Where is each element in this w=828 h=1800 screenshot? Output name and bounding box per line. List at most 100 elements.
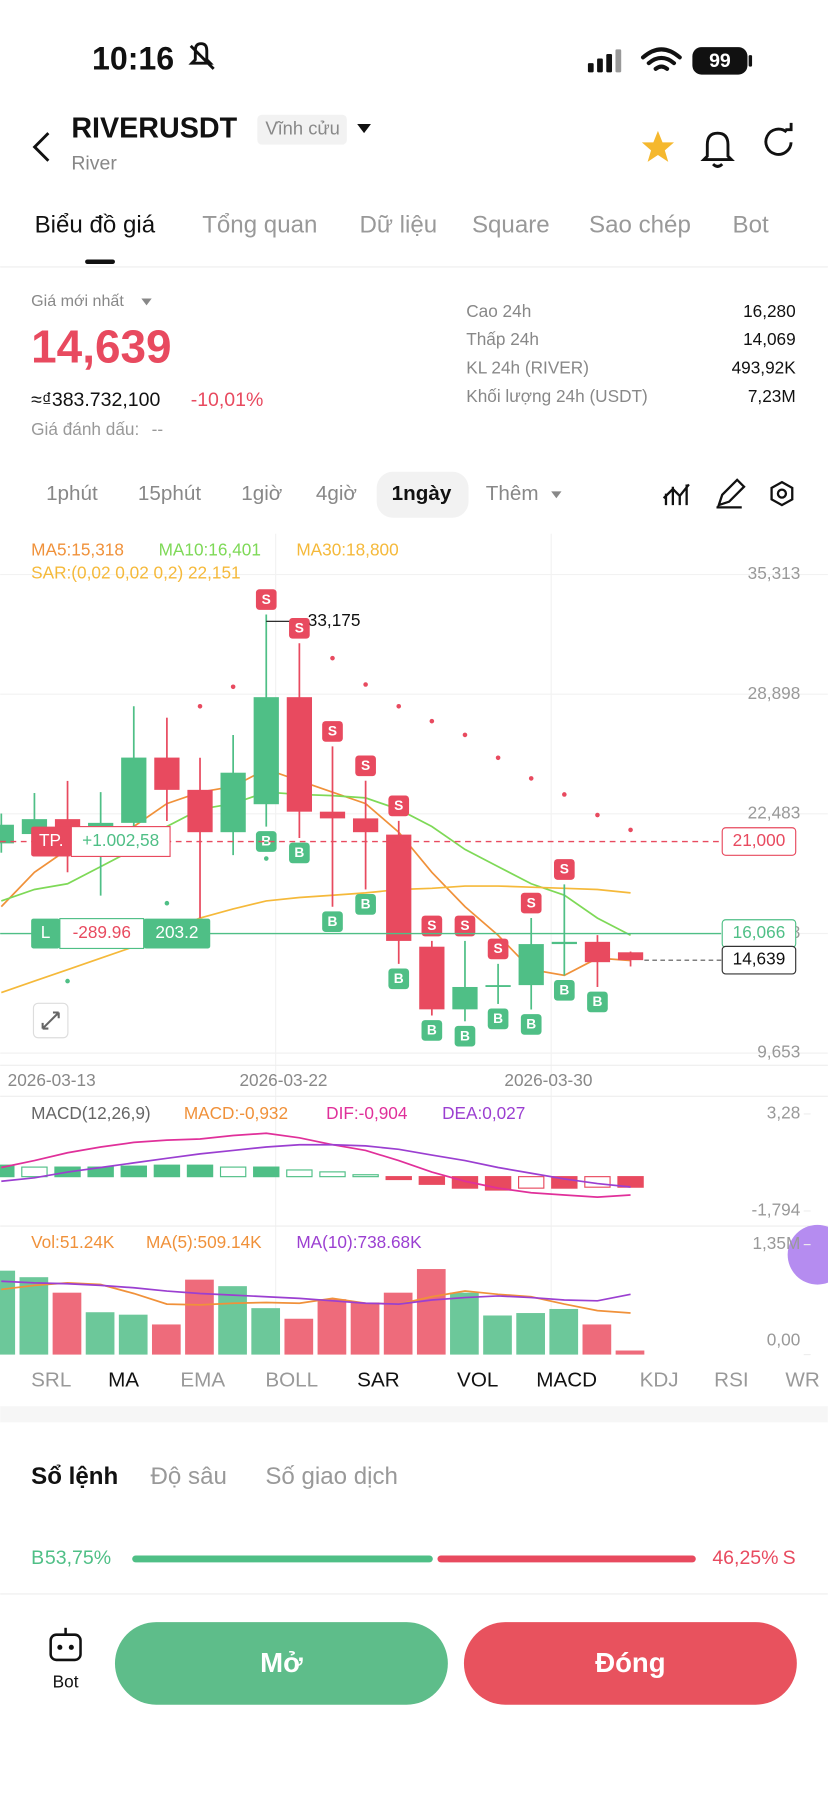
y-tick-label: 3,28 [767,1102,800,1122]
battery-tip [748,55,753,67]
interval[interactable]: 4giờ [316,482,357,505]
bot-label[interactable]: Bot [53,1671,79,1691]
tab[interactable]: Dữ liệu [359,212,437,239]
interval[interactable]: 1giờ [241,482,282,505]
volume-bar [350,1302,380,1355]
tab[interactable]: Bot [733,212,769,239]
macd-bar [551,1176,578,1189]
tab[interactable]: Square [472,212,550,239]
bot-icon-eye [57,1644,63,1650]
sar-dot [462,732,468,738]
indicator-tab[interactable]: VOL [457,1368,498,1391]
refresh-icon[interactable] [764,122,793,156]
macd-bar [518,1176,545,1189]
indicator-tab[interactable]: WR [785,1368,819,1391]
legend-entry: MACD:-0,932 [184,1103,288,1123]
macd-bar [451,1176,479,1189]
interval[interactable]: Thêm [486,482,539,505]
buy-marker [454,1025,476,1047]
candle-body [187,789,213,833]
sell-ratio: 46,25% [712,1547,778,1569]
buy-marker [520,1014,542,1035]
volume-bar [151,1324,181,1355]
tab[interactable]: Sao chép [589,212,691,239]
order-pnl: -289.96 [73,922,131,942]
stat-value: 493,92K [732,358,797,378]
macd-bar [219,1166,247,1178]
dropdown-arrow[interactable] [551,491,562,499]
volume-ma-line [1,1280,631,1305]
candle-body [319,811,346,819]
buy-ratio-bar [132,1555,433,1563]
back-button[interactable] [32,132,50,162]
candle-body [419,946,445,1010]
tab[interactable]: Biểu đồ giá [35,212,156,239]
fiat-price: ≈₫383.732,100 [31,389,160,411]
x-tick-label: 2026-03-30 [504,1070,592,1090]
sell-label: S [783,1547,796,1569]
sell-marker [322,721,343,742]
buy-marker [322,911,343,933]
sar-dot [330,655,335,661]
interval[interactable]: 1phút [46,482,98,505]
close-label[interactable]: Đóng [595,1647,665,1678]
legend-entry: MA10:16,401 [159,540,261,560]
dropdown-arrow[interactable] [141,298,152,306]
dropdown-arrow[interactable] [357,123,371,134]
interval[interactable]: 15phút [138,482,201,505]
macd-bar [153,1164,181,1178]
book-tab[interactable]: Số giao dịch [265,1463,398,1490]
indicator-tab[interactable]: MACD [536,1368,597,1391]
marker-text: S [527,895,536,910]
sell-ratio-bar [437,1555,696,1563]
sell-marker [289,618,310,639]
volume-bar [483,1315,512,1355]
order-tag: TP. [39,830,64,850]
indicator-tab[interactable]: RSI [714,1368,748,1391]
bot-icon-eye [68,1644,74,1650]
expand-icon [41,1011,60,1030]
volume-bar [317,1299,347,1355]
book-tab[interactable]: Sổ lệnh [31,1463,118,1490]
ma-line [1,791,631,937]
sell-marker [520,892,542,914]
wifi-icon [641,47,682,71]
draw-icon[interactable] [716,478,746,509]
sell-marker [388,795,410,817]
indicator-icon[interactable] [662,483,690,506]
marker-text: S [361,758,370,773]
settings-icon[interactable] [770,480,794,507]
buy-marker [355,894,376,915]
indicator-tab[interactable]: KDJ [640,1368,679,1391]
open-label[interactable]: Mở [260,1647,303,1678]
indicator-tab[interactable]: SAR [357,1368,399,1391]
order-tag: L [41,922,51,942]
book-tab[interactable]: Độ sâu [151,1463,227,1490]
macd-bar [352,1174,379,1178]
alert-bell[interactable] [700,131,735,168]
order-pnl-box [70,826,171,858]
indicator-tab[interactable]: SRL [31,1368,71,1391]
tab[interactable]: Tổng quan [202,212,317,239]
open-button[interactable] [114,1622,448,1705]
indicator-tab[interactable]: MA [108,1368,139,1391]
volume-bar [251,1308,281,1355]
indicator-tab[interactable]: EMA [180,1368,225,1391]
y-tick-label: 9,653 [757,1042,800,1062]
indicator-tab[interactable]: BOLL [265,1368,318,1391]
close-button[interactable] [463,1622,797,1705]
candle-body [220,772,246,833]
buy-marker [255,831,277,852]
interval[interactable]: 1ngày [392,482,452,505]
y-tick-label: 22,483 [748,802,801,822]
mark-value: -- [152,419,163,439]
assistant-bubble[interactable] [787,1224,828,1285]
volume-bar [416,1269,446,1355]
favorite-star[interactable] [641,130,675,162]
legend-entry: MA5:15,318 [31,540,124,560]
volume-bar [185,1279,214,1355]
stat-value: 16,280 [743,301,796,321]
volume-bar [615,1350,645,1355]
marker-text: B [526,1017,536,1032]
